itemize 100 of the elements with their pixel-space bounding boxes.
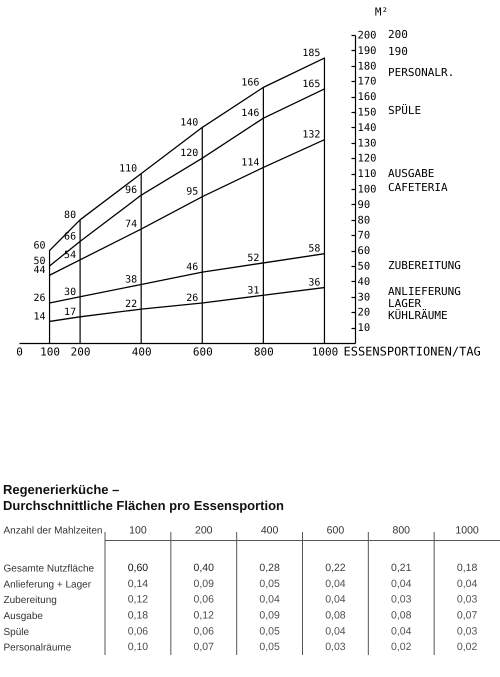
data-label: 0,06 [194, 625, 214, 638]
y-tick-label: Personalräume [4, 642, 72, 654]
y-tick-label: Gesamte Nutzfläche [4, 563, 95, 574]
data-label: 0,04 [391, 578, 412, 590]
data-label: 0,03 [325, 641, 346, 654]
y-tick-label: 80 [358, 214, 370, 226]
data-label: 0,10 [128, 641, 148, 654]
data-label: 120 [180, 148, 198, 160]
y-tick-label: 40 [358, 276, 370, 288]
y-tick-label: 200 [358, 30, 376, 42]
text: PERSONALR. [388, 66, 454, 79]
data-label: 58 [308, 244, 320, 255]
data-label: 95 [186, 186, 198, 198]
text: 190 [388, 45, 408, 58]
data-label: 0,12 [194, 609, 214, 622]
data-label: 140 [180, 117, 198, 128]
y-tick-label: 130 [358, 137, 376, 150]
data-label: 114 [241, 157, 260, 168]
y-tick-label: 10 [358, 322, 370, 334]
data-label: 0,04 [325, 625, 346, 638]
data-label: 185 [302, 48, 320, 60]
data-label: 36 [308, 278, 320, 289]
data-label: 0,04 [325, 594, 346, 606]
y-tick-label: 110 [358, 168, 376, 180]
data-label: 165 [302, 78, 320, 90]
data-label: 0,04 [325, 578, 346, 590]
data-label: 74 [125, 219, 138, 230]
x-tick-label: 600 [326, 524, 344, 536]
data-label: 0,05 [259, 578, 280, 590]
data-label: 0,12 [128, 594, 148, 606]
data-label: 0,18 [128, 609, 148, 622]
x-tick-label: 200 [194, 524, 213, 536]
data-label: 0,04 [456, 578, 478, 590]
data-label: 26 [34, 292, 46, 304]
y-tick-label: 150 [358, 106, 376, 118]
x-tick-label: 400 [260, 524, 278, 536]
y-tick-label: 190 [358, 44, 376, 57]
text: CAFETERIA [388, 181, 448, 194]
data-label: 80 [64, 210, 76, 221]
text: AUSGABE [388, 167, 434, 180]
data-label: 0,28 [259, 562, 280, 574]
y-axis-title: M² [374, 6, 388, 18]
data-label: 44 [34, 265, 46, 276]
y-tick-label: 120 [358, 152, 376, 165]
text: ANLIEFERUNG [388, 285, 461, 298]
x-tick-label: 1000 [312, 346, 338, 358]
x-tick-label: 100 [129, 524, 147, 536]
data-label: 96 [125, 185, 138, 196]
text: KÜHLRÄUME [388, 308, 448, 322]
x-tick-label: 0 [16, 346, 23, 358]
y-tick-label: Spüle [4, 626, 30, 638]
data-label: 0,05 [259, 625, 280, 638]
data-label: 0,03 [456, 625, 478, 638]
chart-title: Regenerierküche – [3, 482, 120, 497]
y-tick-label: 60 [358, 245, 370, 258]
data-label: 17 [64, 306, 76, 318]
y-tick-label: 160 [358, 91, 376, 104]
x-axis-title: ESSENSPORTIONEN/TAG [344, 344, 481, 358]
data-label: 0,18 [456, 562, 478, 574]
chart-subtitle: Durchschnittliche Flächen pro Essensportion [3, 498, 284, 513]
y-tick-label: Anlieferung + Lager [4, 579, 92, 590]
y-tick-label: Ausgabe [4, 610, 44, 622]
data-label: 31 [247, 285, 260, 296]
data-label: 0,05 [259, 641, 280, 654]
data-label: 0,03 [391, 594, 412, 606]
y-tick-label: 90 [358, 198, 370, 211]
text: LAGER [388, 297, 422, 310]
data-label: 0,22 [325, 562, 346, 574]
data-label: 0,08 [325, 609, 346, 622]
data-label: 0,03 [456, 594, 478, 606]
y-tick-label: 70 [358, 230, 370, 242]
data-label: 132 [302, 130, 320, 141]
y-tick-label: 50 [358, 260, 370, 272]
data-label: 22 [125, 299, 138, 310]
data-label: 0,08 [391, 609, 412, 622]
x-axis-title: Anzahl der Mahlzeiten [4, 526, 102, 536]
data-label: 0,14 [128, 578, 148, 590]
x-tick-label: 400 [132, 346, 152, 358]
text: SPÜLE [388, 103, 422, 117]
data-label: 110 [119, 164, 138, 175]
data-label: 14 [34, 311, 46, 322]
data-label: 0,40 [194, 562, 214, 574]
data-label: 0,02 [391, 641, 412, 654]
data-label: 0,04 [259, 594, 280, 606]
data-label: 0,60 [128, 562, 148, 574]
data-label: 26 [186, 292, 198, 304]
data-label: 0,21 [391, 562, 412, 574]
data-label: 0,09 [259, 609, 280, 622]
data-label: 0,04 [391, 625, 412, 638]
data-label: 30 [64, 286, 76, 298]
y-tick-label: 180 [358, 60, 376, 72]
data-label: 0,02 [456, 641, 478, 654]
text: ZUBEREITUNG [388, 259, 461, 272]
y-tick-label: 100 [358, 184, 376, 196]
data-label: 46 [186, 262, 198, 274]
data-label: 0,07 [456, 609, 478, 622]
y-tick-label: 20 [358, 306, 370, 319]
x-tick-label: 800 [392, 524, 410, 536]
data-label: 0,09 [194, 578, 214, 590]
data-label: 166 [241, 77, 260, 88]
